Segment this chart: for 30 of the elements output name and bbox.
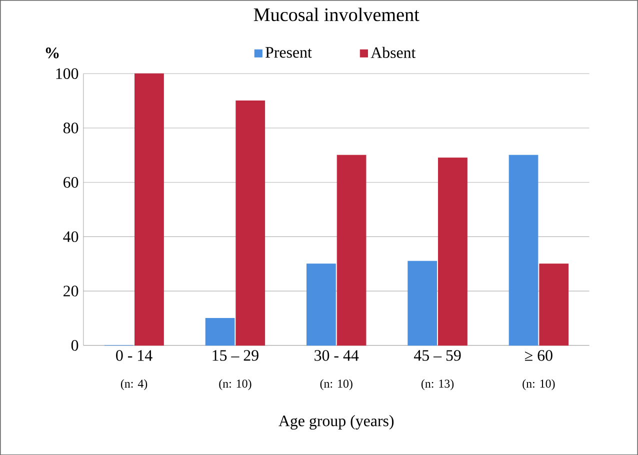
x-tick-label: 15 – 29 — [212, 350, 258, 361]
bar — [236, 100, 266, 346]
text: (n: 4) — [120, 379, 148, 390]
bar — [336, 154, 366, 346]
y-axis-title: % — [46, 47, 59, 58]
y-tick-label: 20 — [64, 286, 78, 296]
x-tick-label: ≥ 60 — [525, 350, 552, 361]
bar — [408, 260, 438, 346]
bar — [134, 73, 164, 346]
x-axis-title: Age group (years) — [278, 414, 394, 430]
y-tick-label: 60 — [64, 176, 78, 188]
y-tick-label: 40 — [63, 231, 78, 242]
bar — [205, 318, 235, 346]
text: (n: 10) — [219, 379, 252, 390]
bar — [438, 157, 468, 346]
y-tick-label: 0 — [71, 340, 78, 351]
chart-title: Mucosal involvement — [254, 8, 420, 22]
x-tick-label: 30 - 44 — [314, 350, 359, 361]
legend-label: Present — [266, 47, 312, 58]
bar — [539, 263, 569, 346]
text: (n: 10) — [522, 379, 555, 390]
y-tick-label: 80 — [63, 122, 78, 134]
bar — [508, 154, 538, 346]
text: (n: 10) — [320, 379, 352, 390]
text: (n: 13) — [421, 379, 454, 390]
bar — [306, 263, 336, 346]
x-tick-label: 0 - 14 — [116, 350, 152, 361]
legend-label: Absent — [370, 46, 416, 58]
y-tick-label: 100 — [56, 68, 78, 79]
x-tick-label: 45 – 59 — [414, 350, 461, 361]
